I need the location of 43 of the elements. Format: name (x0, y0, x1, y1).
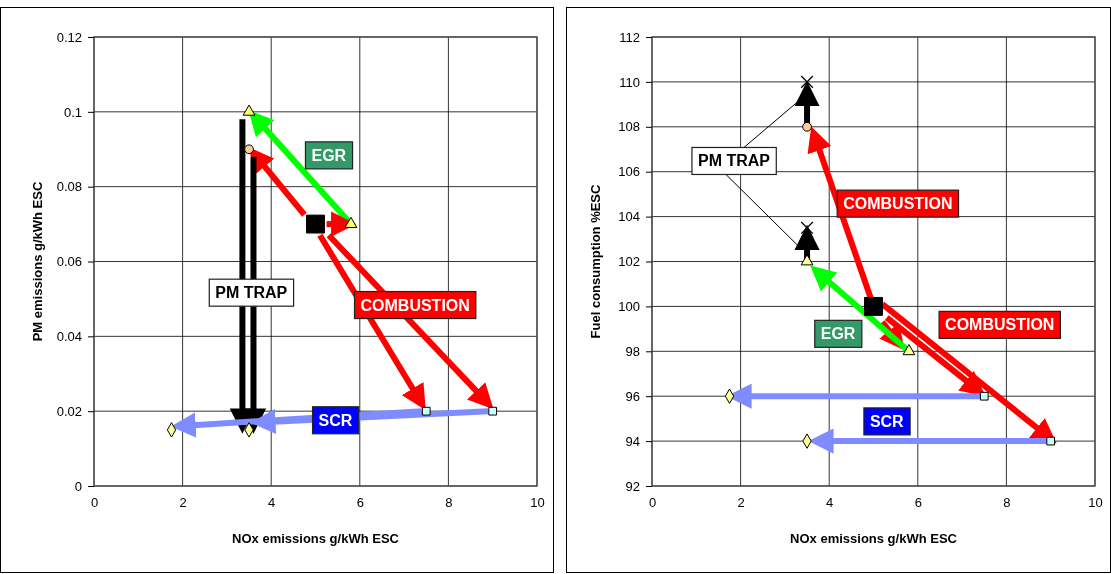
annotation: PM TRAP (697, 152, 771, 170)
y-tick-label: 0 (74, 478, 82, 494)
x-tick-label: 10 (530, 495, 545, 511)
x-axis-title: NOx emissions g/kWh ESC (232, 531, 400, 546)
y-tick-label: 0.02 (56, 403, 82, 419)
y-tick-label: 94 (625, 433, 640, 449)
y-tick-label: 98 (625, 343, 640, 359)
x-tick-label: 10 (1088, 495, 1103, 511)
y-tick-label: 96 (625, 388, 640, 404)
annotation: EGR (820, 325, 856, 343)
y-tick-label: 92 (625, 478, 640, 494)
annotation: PM TRAP (215, 284, 288, 302)
annotation: SCR (869, 412, 905, 430)
y-tick-label: 110 (619, 74, 640, 90)
y-tick-label: 108 (618, 119, 640, 135)
annotation: COMBUSTION (945, 316, 1055, 334)
x-tick-label: 4 (268, 495, 276, 511)
y-tick-label: 102 (618, 254, 640, 270)
y-tick-label: 112 (619, 29, 640, 45)
y-tick-label: 0.1 (63, 104, 82, 120)
y-axis-title: Fuel consumption %ESC (588, 183, 603, 339)
y-tick-label: 106 (618, 164, 640, 180)
x-tick-label: 4 (826, 495, 834, 511)
x-tick-label: 8 (1003, 495, 1011, 511)
x-tick-label: 0 (648, 495, 657, 511)
y-axis-title: PM emissions g/kWh ESC (30, 181, 45, 342)
x-tick-label: 2 (737, 495, 745, 511)
annotation: COMBUSTION (360, 296, 470, 314)
annotation: COMBUSTION (843, 195, 953, 213)
y-tick-label: 0.06 (56, 254, 82, 270)
y-tick-label: 100 (618, 299, 640, 315)
y-tick-label: 0.08 (56, 179, 82, 195)
annotation: EGR (311, 146, 347, 164)
y-tick-label: 0.04 (56, 328, 82, 344)
x-tick-label: 0 (90, 495, 99, 511)
x-axis-title: NOx emissions g/kWh ESC (790, 531, 958, 546)
annotation: SCR (318, 411, 353, 429)
x-tick-label: 6 (914, 495, 922, 511)
y-tick-label: 104 (618, 209, 640, 225)
y-tick-label: 0.12 (56, 29, 82, 45)
x-tick-label: 8 (445, 495, 453, 511)
x-tick-label: 2 (179, 495, 187, 511)
x-tick-label: 6 (356, 495, 364, 511)
